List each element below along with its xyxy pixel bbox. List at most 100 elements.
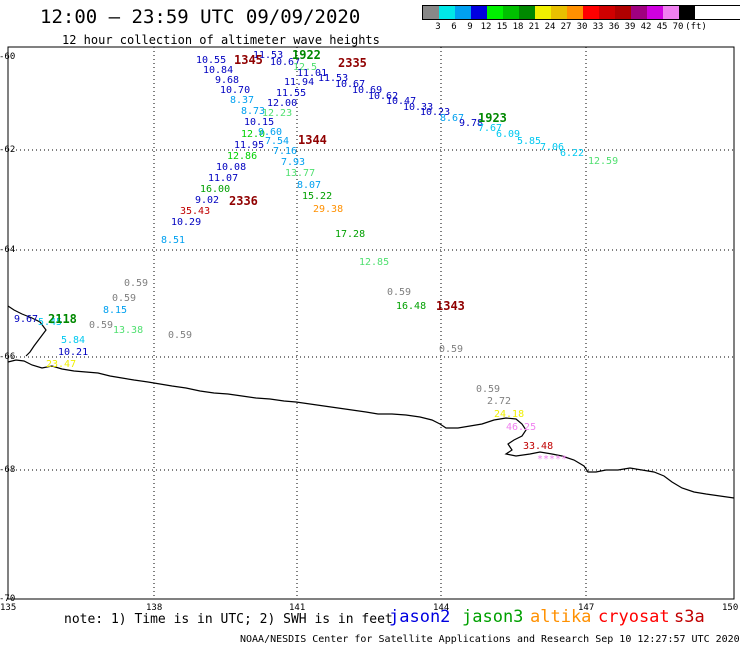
- satellite-key-altika: altika: [530, 607, 592, 627]
- legend-labels: 3 6 9 12 15 18 21 24 27 30 33 36 39 42 45 70 (ft): [422, 20, 740, 34]
- legend-label: 27: [560, 22, 572, 32]
- y-tick: -62: [0, 145, 16, 155]
- wave-height-label: 9.78: [459, 118, 484, 129]
- legend-swatch: [583, 6, 599, 19]
- wave-height-label: 10.29: [171, 217, 202, 228]
- pass-time-label: 1923: [478, 111, 507, 125]
- legend-label: 33: [592, 22, 604, 32]
- x-tick: 138: [146, 603, 163, 613]
- legend-label: 45: [656, 22, 668, 32]
- wave-height-label: 8.67: [440, 113, 465, 124]
- x-tick: 141: [289, 603, 306, 613]
- legend-swatch: [567, 6, 583, 19]
- wave-height-label: 5.85: [517, 136, 542, 147]
- legend-swatch: [647, 6, 663, 19]
- legend-swatch: [439, 6, 455, 19]
- legend-swatch: [455, 6, 471, 19]
- pass-time-label: 1344: [298, 133, 327, 147]
- wave-height-label: 16.48: [396, 301, 427, 312]
- wave-height-label: 11.53: [253, 50, 284, 61]
- wave-height-label: 7.16: [273, 146, 298, 157]
- wave-height-label: 24.18: [494, 409, 525, 420]
- wave-height-label: 10.21: [58, 347, 89, 358]
- wave-height-label: 9.68: [215, 75, 240, 86]
- legend-label: (ft): [685, 22, 707, 32]
- wave-height-label: 17.28: [335, 229, 366, 240]
- wave-height-label: 7.67: [478, 123, 503, 134]
- legend-swatch: [487, 6, 503, 19]
- wave-height-label: *****: [537, 454, 568, 465]
- wave-height-label: 8.07: [297, 180, 322, 191]
- y-tick: -68: [0, 465, 16, 475]
- wave-height-label: 33.48: [523, 441, 554, 452]
- legend-swatch: [519, 6, 535, 19]
- wave-height-label: 12.0: [241, 129, 266, 140]
- wave-height-label: 13.38: [113, 325, 144, 336]
- map-frame: [7, 46, 735, 600]
- map-title: 12:00 – 23:59 UTC 09/09/2020: [40, 6, 361, 28]
- legend-swatch: [471, 6, 487, 19]
- pass-time-label: 2335: [338, 56, 367, 70]
- wave-height-label: 0.59: [476, 384, 501, 395]
- legend-label: 12: [480, 22, 492, 32]
- wave-height-label: 0.59: [387, 287, 412, 298]
- wave-height-label: 11.53: [318, 73, 349, 84]
- wave-height-label: 0.59: [112, 293, 137, 304]
- wave-height-label: 5.84: [61, 335, 86, 346]
- wave-height-label: 10.84: [203, 65, 234, 76]
- pass-time-label: 1345: [234, 53, 263, 67]
- legend-label: 36: [608, 22, 620, 32]
- legend-swatch: [599, 6, 615, 19]
- wave-height-label: 16.00: [200, 184, 231, 195]
- wave-height-label: 11.95: [234, 140, 265, 151]
- gridlines: [8, 47, 734, 599]
- legend-swatch: [535, 6, 551, 19]
- wave-height-label: 11.01: [297, 68, 328, 79]
- wave-height-label: 12.59: [588, 156, 619, 167]
- wave-height-label: 35.43: [180, 206, 211, 217]
- x-tick: 150: [722, 603, 739, 613]
- satellite-key-s3a: s3a: [674, 607, 705, 627]
- wave-height-label: 23.47: [46, 359, 77, 370]
- footer-credit: NOAA/NESDIS Center for Satellite Applica…: [240, 634, 740, 645]
- pass-time-label: 1343: [436, 299, 465, 313]
- wave-height-label: 7.54: [265, 136, 290, 147]
- legend-label: 30: [576, 22, 588, 32]
- wave-height-label: 6.22: [560, 148, 585, 159]
- legend-label: 6: [451, 22, 457, 32]
- wave-height-label: 10.70: [220, 85, 251, 96]
- wave-height-label: 9.60: [258, 127, 283, 138]
- x-tick: 144: [433, 603, 450, 613]
- y-tick: -66: [0, 352, 16, 362]
- legend-label: 3: [435, 22, 441, 32]
- wave-height-label: 11.55: [276, 88, 307, 99]
- wave-height-label: 8.37: [230, 95, 255, 106]
- satellite-key-jason3: jason3: [462, 607, 524, 627]
- wave-height-label: 15.22: [302, 191, 333, 202]
- wave-height-label: 46.25: [506, 422, 537, 433]
- legend-swatch: [503, 6, 519, 19]
- wave-height-label: 0.59: [89, 320, 114, 331]
- legend-swatch: [631, 6, 647, 19]
- wave-height-label: 12.85: [359, 257, 390, 268]
- wave-height-label: 9.67: [14, 314, 39, 325]
- wave-height-label: 8.51: [161, 235, 186, 246]
- legend-swatch: [663, 6, 679, 19]
- wave-height-label: 5.45: [38, 317, 63, 328]
- legend-label: 18: [512, 22, 524, 32]
- pass-time-label: 1922: [292, 48, 321, 62]
- footnote: note: 1) Time is in UTC; 2) SWH is in fe…: [64, 612, 393, 627]
- wave-height-label: 2.72: [487, 396, 512, 407]
- pass-time-label: 2336: [229, 194, 258, 208]
- satellite-key-jason2: jason2: [389, 607, 451, 627]
- satellite-key-cryosat: cryosat: [598, 607, 670, 627]
- wave-height-label: 10.55: [196, 55, 227, 66]
- wave-height-label: 11.94: [284, 77, 315, 88]
- x-tick: 147: [578, 603, 595, 613]
- y-tick: -60: [0, 52, 16, 62]
- wave-height-label: 10.15: [244, 117, 275, 128]
- wave-height-label: 0.59: [168, 330, 193, 341]
- wave-height-label: 8.15: [103, 305, 128, 316]
- legend-swatch: [679, 6, 695, 19]
- wave-height-label: 29.38: [313, 204, 344, 215]
